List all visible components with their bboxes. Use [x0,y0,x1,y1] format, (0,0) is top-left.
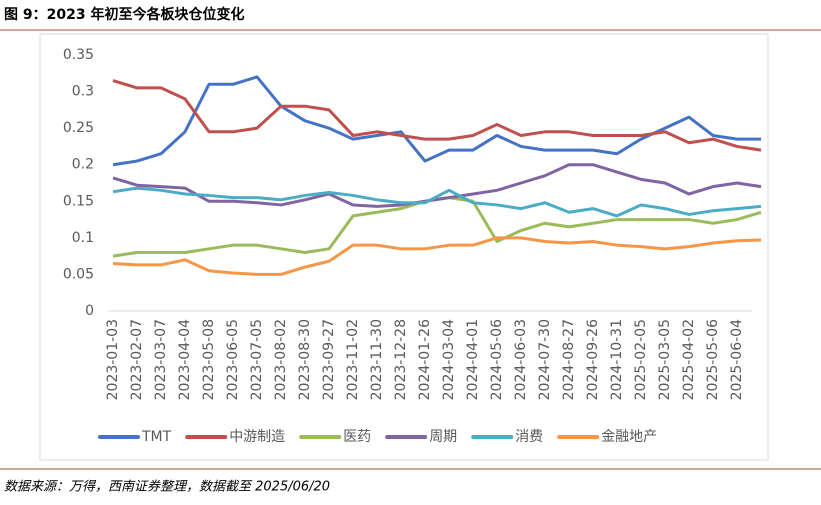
x-tick-label: 2024-05-06 [489,319,505,400]
legend-label: TMT [141,429,172,445]
y-tick-label: 0.3 [72,84,94,100]
legend-label: 医药 [343,429,371,445]
x-tick-label: 2024-03-04 [441,319,457,400]
x-tick-label: 2023-07-05 [249,319,265,400]
chart-frame [39,33,769,461]
x-tick-label: 2023-12-28 [393,319,409,400]
x-tick-label: 2023-02-07 [129,319,145,400]
x-tick-label: 2024-04-01 [465,319,481,400]
x-tick-label: 2023-11-02 [345,319,361,400]
y-tick-label: 0.2 [72,157,94,173]
x-tick-label: 2025-03-05 [657,319,673,400]
series-line [112,236,762,276]
series-line [112,75,761,167]
series-line [112,163,762,208]
x-tick-label: 2023-08-30 [297,319,313,400]
x-tick-label: 2023-06-05 [225,319,241,400]
legend-label: 周期 [429,429,457,445]
x-tick-label: 2023-01-03 [105,319,121,400]
x-tick-label: 2023-04-04 [177,319,193,400]
y-tick-label: 0.25 [63,120,94,136]
y-tick-label: 0.05 [63,266,94,282]
x-tick-label: 2025-06-04 [729,319,745,400]
x-tick-label: 2023-11-30 [369,319,385,400]
source-note: 数据来源：万得，西南证券整理，数据截至 2025/06/20 [4,480,330,495]
x-tick-label: 2023-09-27 [321,319,337,400]
y-tick-label: 0.35 [63,47,94,63]
x-tick-label: 2024-07-30 [537,319,553,400]
x-tick-label: 2024-06-03 [513,319,529,400]
series-line [112,186,762,218]
x-tick-label: 2023-05-08 [201,319,217,400]
figure-title: 图 9：2023 年初至今各板块仓位变化 [4,6,244,23]
x-tick-label: 2024-09-26 [585,319,601,400]
x-tick-label: 2023-08-02 [273,319,289,400]
y-tick-label: 0 [85,303,94,319]
x-tick-label: 2024-01-26 [417,319,433,400]
x-tick-label: 2025-05-06 [705,319,721,400]
legend-label: 消费 [515,429,543,445]
series-line [112,79,762,152]
x-tick-label: 2025-02-05 [633,319,649,400]
legend-label: 中游制造 [229,429,285,445]
x-tick-label: 2023-03-07 [153,319,169,400]
legend-label: 金融地产 [601,429,657,445]
y-tick-label: 0.15 [63,193,94,209]
x-tick-label: 2025-04-02 [681,319,697,400]
y-tick-label: 0.1 [72,230,94,246]
x-tick-label: 2024-10-31 [609,319,625,400]
x-tick-label: 2024-08-27 [561,319,577,400]
